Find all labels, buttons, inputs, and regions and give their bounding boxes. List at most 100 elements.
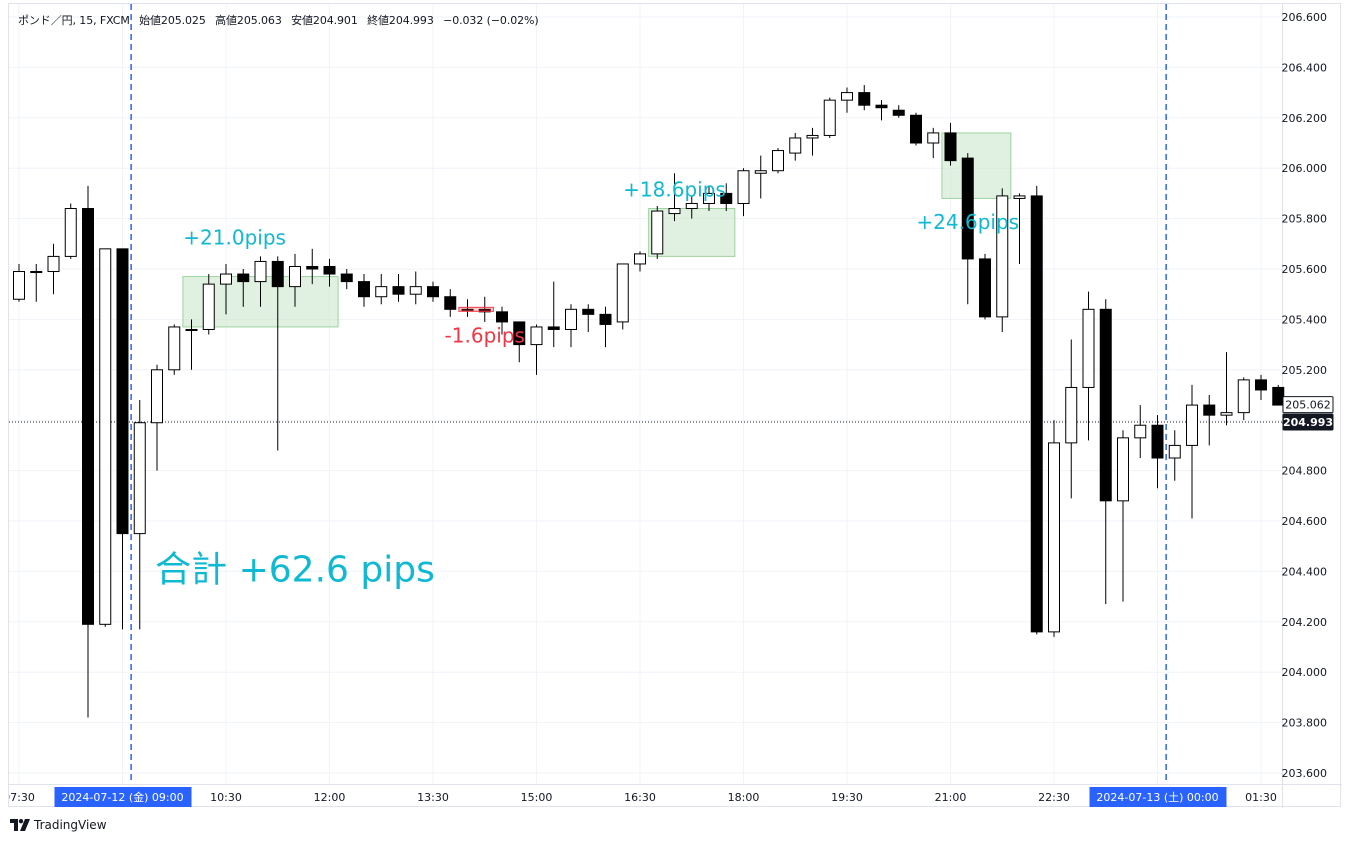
total-pips-label: 合計 +62.6 pips bbox=[155, 549, 435, 590]
candle-body bbox=[82, 208, 94, 625]
price-tick-label: 204.200 bbox=[1282, 616, 1328, 629]
candle-body bbox=[461, 308, 474, 311]
chart-legend: ポンド／円, 15, FXCM 始値205.025 高値205.063 安値20… bbox=[18, 12, 545, 28]
price-label: 204.993 bbox=[1283, 416, 1333, 429]
price-label: 205.062 bbox=[1285, 399, 1331, 412]
time-tick-label: 22:30 bbox=[1038, 791, 1070, 804]
candle-body bbox=[737, 170, 750, 204]
price-tick-label: 204.400 bbox=[1282, 565, 1328, 578]
candle-body bbox=[375, 286, 388, 298]
legend-symbol[interactable]: ポンド／円, 15, FXCM bbox=[18, 14, 130, 27]
trade-pips-label: +24.6pips bbox=[916, 210, 1019, 234]
candle-body bbox=[806, 134, 819, 139]
candle-body bbox=[478, 308, 491, 313]
price-label-box bbox=[1282, 413, 1334, 431]
legend-high: 高値205.063 bbox=[215, 14, 282, 27]
price-tick-label: 203.600 bbox=[1282, 767, 1328, 780]
candle-body bbox=[220, 273, 232, 285]
time-tick-label: 12:00 bbox=[314, 791, 346, 804]
candle-body bbox=[496, 311, 508, 323]
candle-body bbox=[910, 114, 922, 144]
candle-body bbox=[634, 253, 646, 265]
candle-body bbox=[1082, 308, 1095, 388]
branding-text: TradingView bbox=[34, 818, 107, 832]
candle-body bbox=[1272, 386, 1285, 406]
loss-trade-marker bbox=[458, 306, 494, 312]
candle-body bbox=[1030, 195, 1043, 633]
candle-body bbox=[858, 92, 871, 106]
tradingview-logo-icon bbox=[10, 819, 30, 831]
date-badge bbox=[1089, 787, 1227, 807]
price-tick-label: 205.600 bbox=[1282, 263, 1328, 276]
trade-pips-label: +21.0pips bbox=[183, 225, 286, 249]
candle-body bbox=[444, 296, 457, 310]
price-tick-label: 206.600 bbox=[1282, 11, 1328, 24]
candle-body bbox=[1048, 442, 1060, 633]
candle-body bbox=[392, 286, 405, 295]
candle-body bbox=[651, 210, 664, 255]
legend-change: −0.032 (−0.02%) bbox=[443, 14, 539, 27]
candle-body bbox=[289, 265, 301, 288]
candle-body bbox=[1065, 386, 1078, 444]
time-tick-label: 21:00 bbox=[935, 791, 967, 804]
time-tick-label: 19:30 bbox=[831, 791, 863, 804]
candle-body bbox=[789, 137, 802, 154]
price-tick-label: 205.200 bbox=[1282, 364, 1328, 377]
time-tick-label: 2024-07-13 (土) 00:00 bbox=[1096, 791, 1218, 804]
candle-body bbox=[754, 170, 767, 174]
candle-body bbox=[1255, 379, 1267, 391]
candle-body bbox=[1168, 444, 1181, 459]
price-label-box bbox=[1282, 396, 1334, 414]
trade-pips-label: +18.6pips bbox=[623, 177, 726, 201]
chart-frame[interactable]: +21.0pips -1.6pips +18.6pips +24.6pips 合計 +6… bbox=[8, 3, 1342, 808]
candle-body bbox=[823, 99, 836, 136]
tradingview-branding[interactable]: TradingView bbox=[10, 818, 107, 832]
candle-body bbox=[1220, 412, 1233, 416]
legend-open: 始値205.025 bbox=[139, 14, 206, 27]
candle-body bbox=[1186, 404, 1198, 446]
candle-body bbox=[340, 273, 353, 283]
candle-body bbox=[530, 326, 543, 346]
time-tick-label: 2024-07-12 (金) 09:00 bbox=[61, 790, 183, 804]
candle-body bbox=[1099, 308, 1112, 502]
price-tick-label: 203.800 bbox=[1282, 717, 1328, 730]
candle-body bbox=[427, 286, 439, 298]
candle-body bbox=[168, 326, 181, 371]
candle-body bbox=[547, 326, 560, 330]
price-tick-label: 205.400 bbox=[1282, 313, 1328, 326]
candle-body bbox=[1237, 379, 1250, 414]
candle-body bbox=[271, 260, 284, 288]
time-tick-label: 07:30 bbox=[9, 791, 35, 804]
candle-body bbox=[841, 92, 853, 101]
candle-body bbox=[99, 248, 112, 625]
candle-body bbox=[1134, 424, 1147, 439]
candle-body bbox=[979, 258, 991, 318]
price-tick-label: 204.800 bbox=[1282, 465, 1328, 478]
candle-body bbox=[961, 157, 974, 260]
time-tick-label: 16:30 bbox=[624, 791, 656, 804]
candle-body bbox=[133, 422, 146, 535]
candle-body bbox=[582, 308, 595, 315]
candle-body bbox=[875, 104, 888, 109]
date-badge bbox=[54, 787, 192, 807]
price-tick-label: 204.000 bbox=[1282, 666, 1328, 679]
trade-pips-label: -1.6pips bbox=[445, 324, 525, 348]
candle-body bbox=[151, 369, 163, 424]
candle-body bbox=[772, 150, 784, 172]
candle-body bbox=[202, 283, 215, 330]
price-tick-label: 206.200 bbox=[1282, 112, 1328, 125]
candle-body bbox=[116, 248, 129, 535]
candle-body bbox=[64, 208, 77, 257]
price-tick-label: 206.000 bbox=[1282, 162, 1328, 175]
candle-body bbox=[685, 202, 698, 210]
legend-low: 安値204.901 bbox=[291, 14, 358, 27]
candle-body bbox=[513, 321, 526, 346]
candle-body bbox=[13, 271, 25, 300]
time-tick-label: 01:30 bbox=[1245, 791, 1277, 804]
candle-body bbox=[1117, 437, 1129, 502]
candlestick-chart[interactable]: +21.0pips -1.6pips +18.6pips +24.6pips 合計 +6… bbox=[9, 4, 1342, 808]
candle-body bbox=[720, 192, 733, 204]
candle-body bbox=[616, 263, 629, 323]
candle-body bbox=[703, 192, 715, 204]
time-tick-label: 10:30 bbox=[210, 791, 242, 804]
